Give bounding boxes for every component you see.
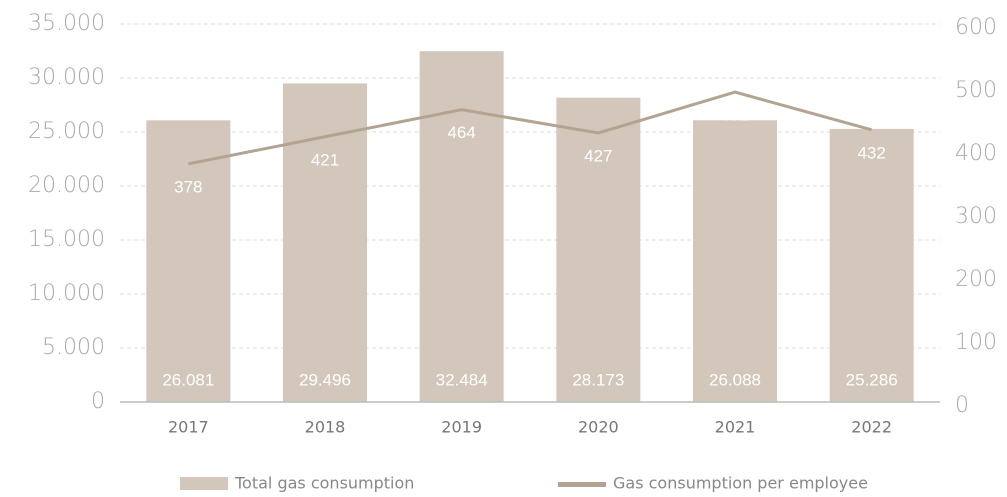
legend-swatch — [180, 477, 228, 490]
x-tick-label: 2022 — [851, 418, 892, 437]
bar — [419, 51, 504, 403]
line-value-label: 427 — [584, 146, 612, 165]
y2-tick-label: 0 — [955, 393, 969, 418]
bar-value-label: 32.484 — [436, 370, 488, 389]
legend-label: Gas consumption per employee — [613, 474, 868, 493]
line-value-label: 378 — [174, 177, 202, 196]
bar — [693, 120, 777, 402]
x-tick-label: 2020 — [578, 418, 619, 437]
bar — [556, 97, 641, 402]
line — [188, 90, 873, 166]
y-tick-label: 20.000 — [28, 173, 105, 198]
line-value-label: 464 — [447, 123, 475, 142]
y-tick-label: 5.000 — [42, 335, 105, 360]
y2-tick-label: 600 — [955, 15, 997, 40]
x-tick-label: 2019 — [441, 418, 482, 437]
bar-value-label: 25.286 — [846, 370, 898, 389]
y2-tick-label: 500 — [955, 78, 997, 103]
bar-value-label: 26.088 — [709, 370, 761, 389]
y2-tick-label: 100 — [955, 330, 997, 355]
bar-value-label: 29.496 — [299, 370, 351, 389]
line-value-label: 492 — [721, 106, 749, 125]
y-tick-label: 30.000 — [28, 65, 105, 90]
y2-tick-label: 300 — [955, 204, 997, 229]
y-tick-label: 15.000 — [28, 227, 105, 252]
y-tick-label: 0 — [91, 389, 105, 414]
x-tick-label: 2021 — [715, 418, 756, 437]
line-value-label: 421 — [311, 150, 339, 169]
bar — [829, 128, 914, 402]
y-tick-label: 35.000 — [28, 11, 105, 36]
line-value-label: 432 — [857, 143, 885, 162]
y2-tick-label: 400 — [955, 141, 997, 166]
y-tick-label: 10.000 — [28, 281, 105, 306]
y-tick-label: 25.000 — [28, 119, 105, 144]
legend-swatch — [558, 482, 606, 487]
x-tick-label: 2017 — [168, 418, 209, 437]
x-tick-label: 2018 — [305, 418, 346, 437]
bar-value-label: 28.173 — [572, 370, 624, 389]
legend-label: Total gas consumption — [234, 474, 414, 493]
y2-tick-label: 200 — [955, 267, 997, 292]
bar-value-label: 26.081 — [162, 370, 214, 389]
bar — [146, 120, 231, 403]
